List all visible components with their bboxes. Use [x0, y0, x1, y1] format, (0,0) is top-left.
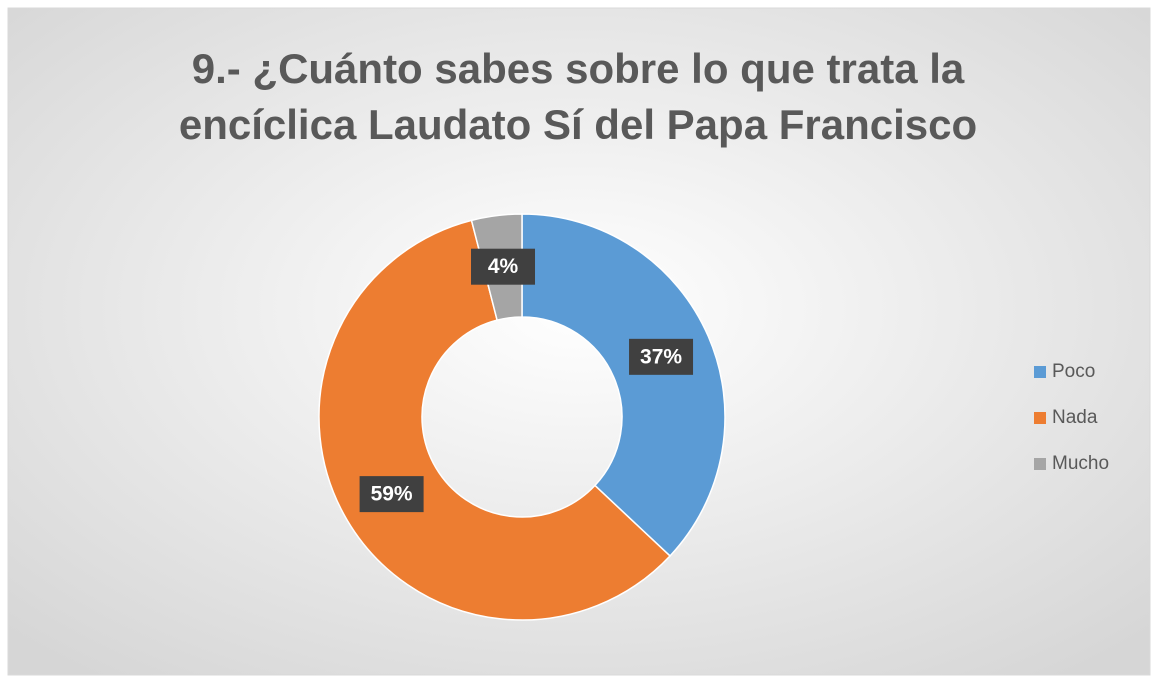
donut-slice: [318, 219, 672, 621]
chart-title: 9.- ¿Cuánto sabes sobre lo que trata la: [192, 45, 965, 92]
legend-swatch: [1034, 366, 1046, 378]
data-label-box: [629, 338, 694, 375]
data-label: 59%: [371, 483, 413, 506]
data-label-box: [471, 248, 536, 285]
data-label: 4%: [488, 255, 519, 278]
data-label-box: [359, 476, 424, 513]
donut-slice: [521, 213, 726, 558]
legend-swatch: [1034, 458, 1046, 470]
chart-title: encíclica Laudato Sí del Papa Francisco: [179, 101, 977, 148]
legend-swatch: [1034, 412, 1046, 424]
legend-label: Poco: [1052, 361, 1095, 382]
data-label: 37%: [640, 345, 682, 368]
legend-label: Nada: [1052, 407, 1098, 428]
legend-label: Mucho: [1052, 453, 1109, 474]
